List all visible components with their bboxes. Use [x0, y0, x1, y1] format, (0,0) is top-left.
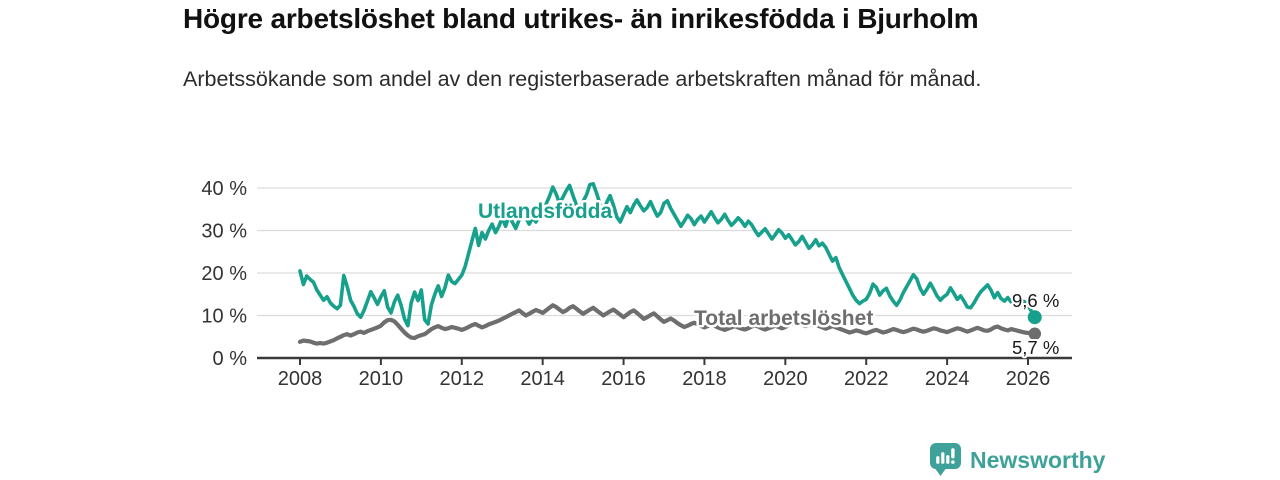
series-inline-label-total-arbetsloshet: Total arbetslöshet [694, 307, 873, 330]
x-tick-label-2008: 2008 [278, 368, 323, 390]
line-chart: 0 % 10 % 20 % 30 % 40 % 2008 2010 2012 2014 2016 2… [201, 178, 1072, 390]
chart-subtitle: Arbetssökande som andel av den registerb… [183, 67, 982, 91]
chart-title: Högre arbetslöshet bland utrikes- än inr… [183, 3, 979, 34]
y-tick-label-40: 40 % [201, 178, 247, 200]
series-end-value-utlandsfodda: 9,6 % [1012, 290, 1059, 311]
series-inline-label-utlandsfodda: Utlandsfödda [478, 200, 612, 223]
series-end-dot-utlandsfodda [1027, 310, 1042, 325]
x-tick-label-2022: 2022 [844, 368, 889, 390]
y-tick-label-10: 10 % [201, 306, 247, 328]
series-line-utlandsfodda [298, 181, 1037, 328]
series-end-dot-total-arbetsloshet [1028, 327, 1042, 341]
x-tick-label-2012: 2012 [440, 368, 485, 390]
y-tick-label-20: 20 % [201, 263, 247, 285]
series-line-total-arbetsloshet [297, 303, 1037, 346]
x-tick-label-2020: 2020 [763, 368, 808, 390]
newsworthy-wordmark: Newsworthy [970, 446, 1106, 473]
x-tick-label-2016: 2016 [601, 368, 646, 390]
x-tick-label-2010: 2010 [359, 368, 404, 390]
x-tick-label-2024: 2024 [925, 368, 970, 390]
x-tick-label-2026: 2026 [1006, 368, 1051, 390]
x-tick-label-2014: 2014 [520, 368, 565, 390]
x-tick-label-2018: 2018 [682, 368, 727, 390]
newsworthy-logo[interactable]: Newsworthy [930, 443, 1105, 477]
y-tick-label-0: 0 % [213, 348, 248, 370]
series-end-value-total-arbetsloshet: 5,7 % [1012, 337, 1059, 358]
newsworthy-icon [930, 443, 961, 476]
y-tick-label-30: 30 % [201, 221, 247, 243]
